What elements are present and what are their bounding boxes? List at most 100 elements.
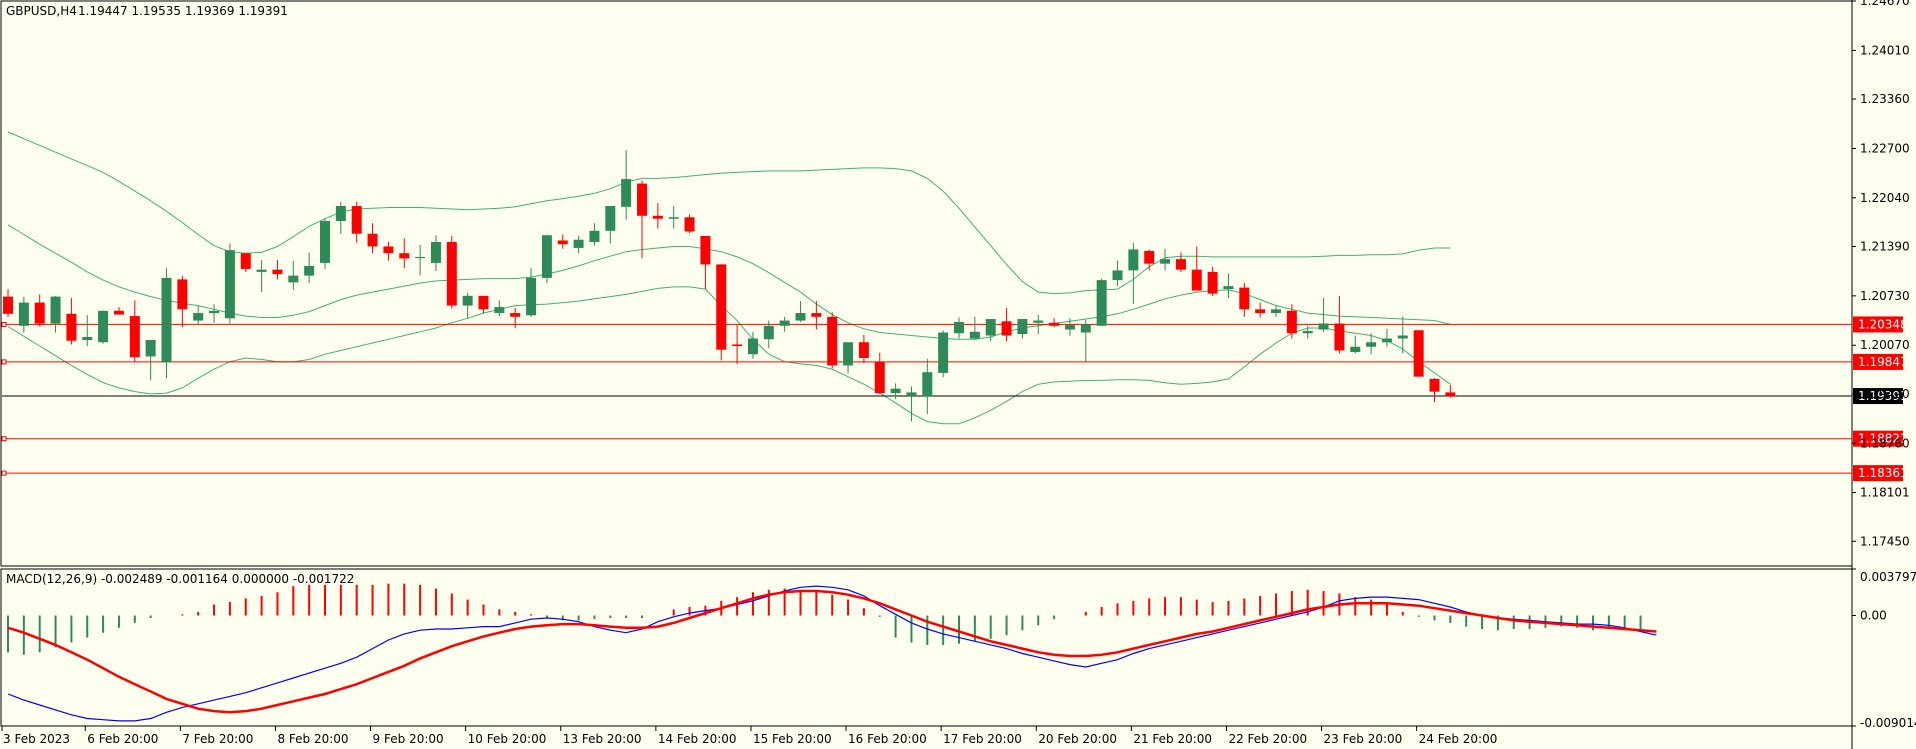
time-tick-label: 17 Feb 20:00 [943,732,1022,746]
candle-body [82,337,93,340]
time-axis: 3 Feb 2023 6 Feb 20:00 7 Feb 20:00 8 Feb 20… [1,726,1497,746]
candle-body [763,325,774,340]
price-axis: 1.24670 1.24010 1.23360 1.22700 1.22040 1.213… [1852,0,1916,730]
candle-body [193,313,204,321]
candle-body [779,320,790,326]
candle-body [858,342,869,358]
candle-body [1302,331,1313,334]
candle-body [1160,259,1171,264]
candle-body [906,392,917,397]
candle-body [589,230,600,242]
current-price-label: 1.19391 [1858,389,1908,403]
time-tick-label: 16 Feb 20:00 [848,732,927,746]
price-tick-label: 1.21390 [1860,239,1910,253]
price-tick-label: 1.19420 [1860,387,1910,401]
level-price-label: 1.18361 [1858,466,1908,480]
time-tick-label: 15 Feb 20:00 [753,732,832,746]
candle-body [320,221,330,263]
candle-body [1255,309,1266,314]
candle-body [1223,286,1234,290]
candle-body [1207,271,1218,294]
candle-body [510,313,521,317]
price-tick-label: 1.17450 [1860,534,1910,548]
candle-body [668,217,679,219]
candle-body [98,310,109,343]
time-tick-label: 23 Feb 20:00 [1324,732,1403,746]
candle-body [351,206,362,234]
time-tick-label: 22 Feb 20:00 [1228,732,1307,746]
candles [3,149,1456,422]
time-tick-label: 9 Feb 20:00 [373,732,444,746]
candle-body [1286,310,1297,334]
level-price-badge [1853,465,1903,482]
candle-body [304,265,315,276]
level-price-label: 1.19847 [1858,355,1908,369]
candle-body [874,361,885,394]
time-tick-label: 21 Feb 20:00 [1133,732,1212,746]
candle-body [113,310,124,315]
candle-body [938,332,949,373]
candle-body [1350,346,1361,352]
candle-body [272,269,283,275]
candle-body [462,295,473,306]
time-tick-label: 3 Feb 2023 [3,732,70,746]
level-price-badge [1853,316,1903,333]
level-handle [1,321,7,327]
candle-body [985,319,996,336]
level-handle [1,359,7,365]
candle-body [1381,338,1392,343]
candle-body [922,372,933,397]
candle-body [1445,392,1456,397]
candle-body [795,313,806,321]
level-price-label: 1.20348 [1858,317,1908,331]
candle-body [621,179,632,207]
candle-body [1096,280,1107,326]
candle-body [700,235,711,265]
level-handle [1,470,7,476]
candle-body [1049,322,1060,326]
candle-body [335,206,346,222]
bollinger-mid-line [7,224,1451,340]
price-tick-label: 1.22700 [1860,141,1910,155]
candle-body [18,302,29,326]
candle-body [1064,325,1075,330]
bollinger-lower-line [7,286,1451,425]
candle-body [732,344,743,346]
time-tick-label: 14 Feb 20:00 [658,732,737,746]
time-tick-label: 7 Feb 20:00 [182,732,253,746]
macd-indicator [7,583,1657,722]
candle-body [541,235,552,278]
candle-body [209,310,220,314]
candle-body [415,256,426,259]
price-tick-label: 1.24670 [1860,0,1910,8]
candle-body [1144,250,1155,264]
macd-tick-label: 0.003797 [1860,570,1916,584]
price-tick-label: 1.23360 [1860,92,1910,106]
price-tick-label: 1.20730 [1860,289,1910,303]
horizontal-levels[interactable]: 1.20348 1.19847 1.18821 1.18361 1.19391 [1,316,1908,482]
candle-body [1271,309,1281,314]
candle-body [129,316,140,358]
time-tick-label: 20 Feb 20:00 [1038,732,1117,746]
level-handle [1,436,7,442]
candle-body [716,264,727,350]
candle-body [430,241,441,263]
candle-body [1318,323,1329,330]
candle-body [827,316,838,366]
candle-body [1397,335,1408,339]
candle-body [1001,321,1012,336]
candle-body [1429,378,1440,392]
macd-signal-line [7,589,1657,714]
candle-body [1334,323,1345,351]
candle-body [954,322,964,334]
price-tick-label: 1.22040 [1860,191,1910,205]
candle-body [637,183,647,216]
candle-body [605,206,616,231]
macd-header: MACD(12,26,9) -0.002489 -0.001164 0.0000… [6,572,354,586]
price-tick-label: 1.24010 [1860,43,1910,57]
candle-body [1239,287,1250,310]
symbol-label: GBPUSD,H4 [6,4,77,18]
candle-body [224,250,235,319]
